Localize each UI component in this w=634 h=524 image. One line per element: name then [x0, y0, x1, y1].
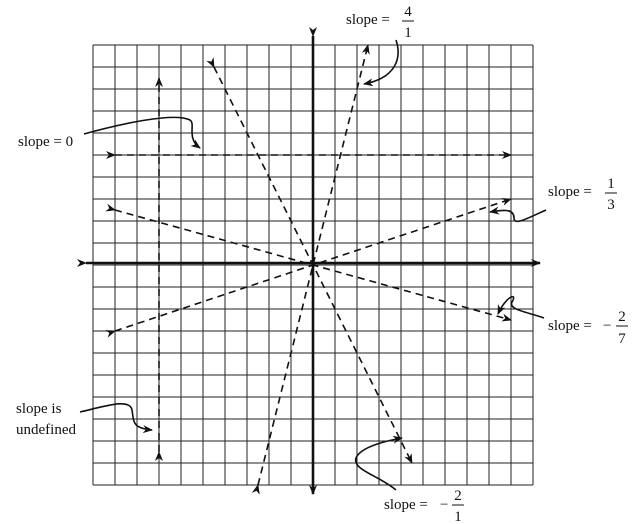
label-slope-0: slope = 0 [18, 134, 73, 150]
pointer-slope-4-1 [363, 39, 399, 87]
label-numerator: 2 [618, 309, 626, 325]
label-numerator: 1 [607, 176, 615, 192]
slope-neg-2-over-1-line [206, 57, 413, 464]
label-prefix: slope = [346, 12, 390, 28]
label-sign: − [440, 497, 448, 513]
pointer-slope-neg-2-1 [355, 435, 403, 491]
label-line-2: undefined [16, 422, 76, 438]
label-slope-1-over-3: slope = 1 3 [548, 176, 617, 213]
label-numerator: 4 [404, 4, 412, 20]
slope-lines [105, 44, 512, 495]
label-slope-4-over-1: slope = 4 1 [346, 4, 414, 41]
label-line-1: slope is [16, 401, 62, 417]
label-denominator: 3 [607, 197, 615, 213]
label-sign: − [603, 318, 611, 334]
label-denominator: 1 [454, 509, 462, 524]
pointer-slope-0 [83, 116, 201, 149]
label-denominator: 1 [404, 25, 412, 41]
pointer-slope-1-3 [489, 206, 547, 223]
pointer-slope-neg-2-7 [497, 295, 545, 319]
label-slope-undefined: slope is undefined [16, 401, 76, 438]
label-slope-neg-2-over-1: slope = − 2 1 [384, 488, 464, 524]
label-denominator: 7 [618, 331, 626, 347]
label-prefix: slope = [548, 184, 592, 200]
label-prefix: slope = [548, 318, 592, 334]
pointer-slope-undefined [79, 403, 153, 434]
label-prefix: slope = [384, 497, 428, 513]
label-slope-neg-2-over-7: slope = − 2 7 [548, 309, 628, 347]
label-numerator: 2 [454, 488, 462, 504]
